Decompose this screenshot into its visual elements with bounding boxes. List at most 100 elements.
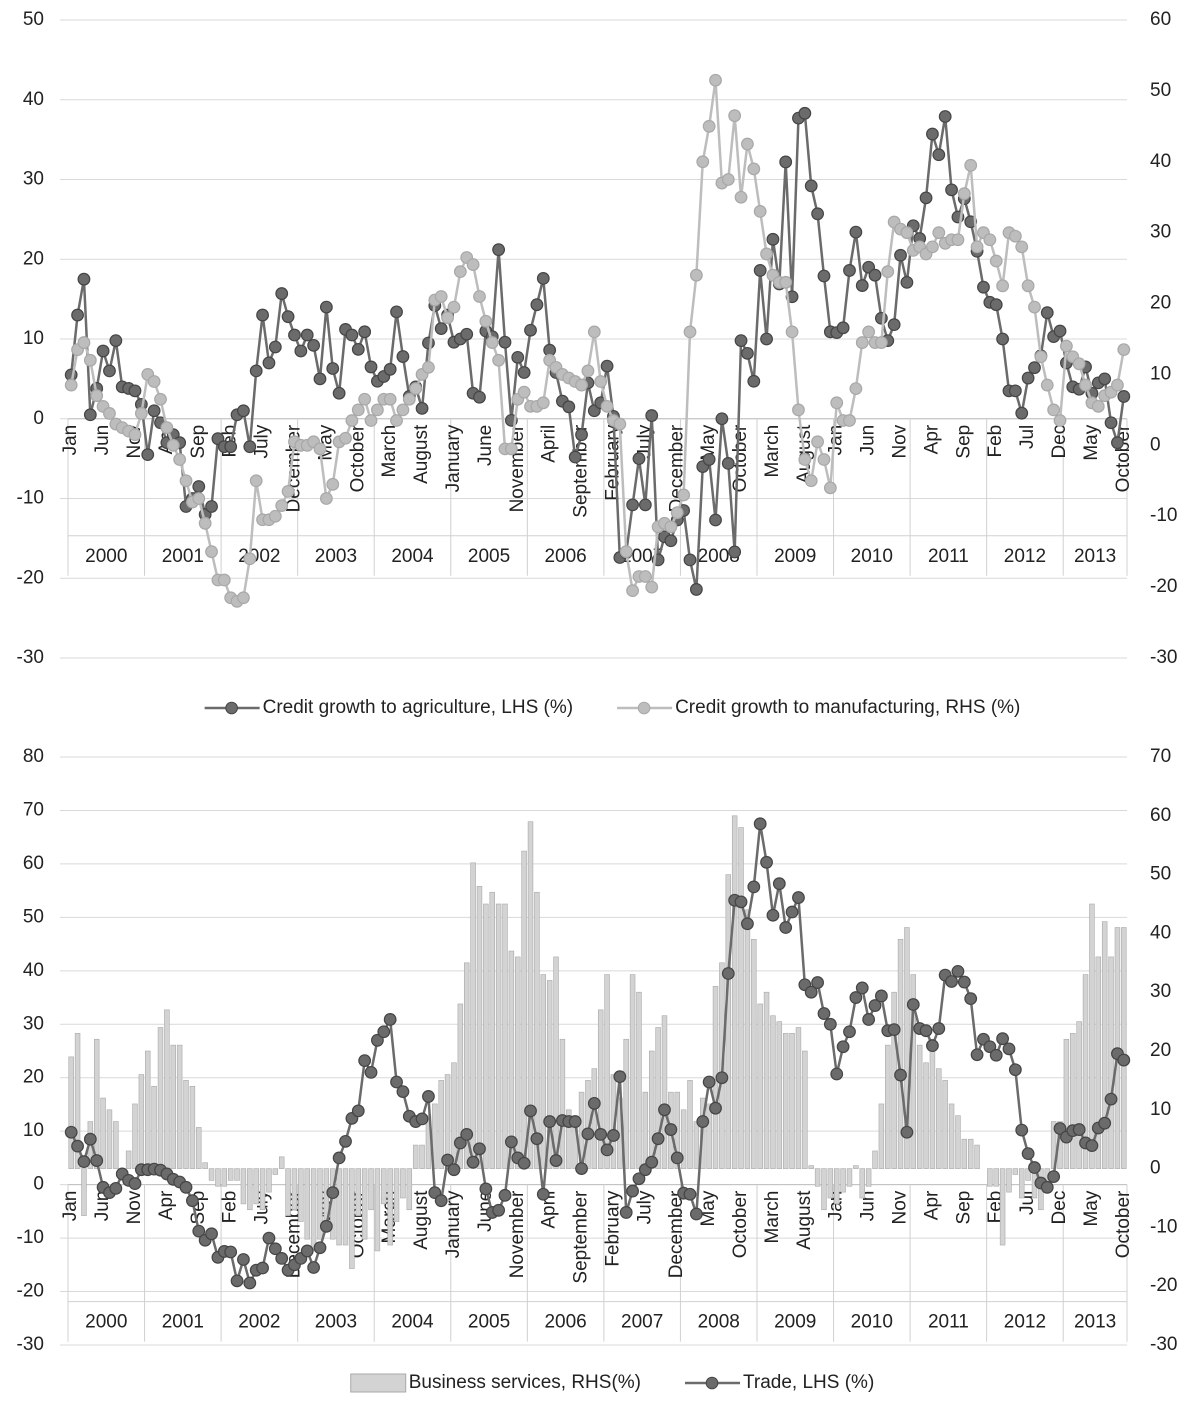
x-tick-label: Sep [188, 425, 209, 459]
point [351, 342, 365, 356]
point [504, 442, 518, 456]
x-tick-label: June [475, 425, 496, 466]
point [524, 1104, 537, 1118]
bar [553, 956, 559, 1169]
point [205, 545, 218, 559]
bar [336, 1168, 342, 1246]
point [1117, 1053, 1131, 1067]
legend-swatch [350, 1373, 407, 1393]
point [926, 1039, 939, 1053]
x-group-label: 2011 [928, 546, 969, 567]
point [874, 336, 888, 349]
y2-tick-label: -30 [1150, 1334, 1177, 1355]
point [224, 440, 238, 454]
point [760, 332, 773, 346]
y2-tick-label: 60 [1150, 805, 1171, 826]
y-tick-label: 40 [23, 89, 44, 110]
point [441, 1153, 454, 1167]
point [128, 1177, 142, 1190]
point [607, 1129, 620, 1142]
legend: Credit growth to agriculture, LHS (%) Cre… [204, 697, 1020, 718]
y-tick-label: -20 [17, 1281, 44, 1302]
point [753, 204, 767, 218]
point [396, 403, 410, 417]
point [1072, 357, 1086, 371]
point [970, 1048, 984, 1062]
point [709, 513, 722, 527]
bar [872, 1150, 878, 1169]
point [224, 1245, 238, 1259]
point [670, 1151, 684, 1165]
bar [706, 1103, 712, 1169]
y2-tick-label: -10 [1150, 1216, 1177, 1237]
x-group-label: 2000 [85, 546, 127, 567]
point [664, 520, 678, 534]
point [262, 1231, 276, 1245]
point [906, 998, 920, 1011]
bar [412, 1144, 419, 1169]
bar [489, 891, 495, 1169]
point [626, 584, 639, 598]
point [109, 1181, 123, 1195]
bar [81, 1168, 87, 1216]
x-group-label: 2006 [544, 546, 586, 567]
point [849, 225, 863, 239]
bar [515, 956, 521, 1169]
point [677, 488, 691, 502]
bar [234, 1168, 240, 1181]
point [1028, 1161, 1041, 1174]
point [887, 1023, 901, 1037]
bar [1121, 927, 1127, 1169]
bar [215, 1168, 221, 1187]
y-tick-label: 10 [23, 1120, 44, 1141]
x-tick-label: August [794, 1190, 815, 1250]
bar [1101, 921, 1108, 1169]
y-tick-label: -30 [17, 1334, 44, 1355]
legend-item: Credit growth to agriculture, LHS (%) [204, 697, 573, 718]
point [77, 1155, 91, 1169]
y-tick-label: 70 [23, 799, 44, 820]
point [90, 389, 104, 403]
bar [642, 1091, 649, 1169]
point [957, 187, 971, 201]
bar [546, 980, 553, 1169]
bar [1108, 956, 1114, 1169]
point [1111, 436, 1124, 450]
point [147, 375, 161, 388]
point [268, 340, 282, 354]
bar [1076, 1021, 1082, 1169]
point [957, 975, 971, 989]
point [256, 308, 269, 322]
point [919, 1024, 933, 1038]
point [466, 1155, 480, 1169]
point [575, 1162, 588, 1175]
x-tick-label: December [666, 1190, 687, 1278]
point [587, 1096, 601, 1110]
point [568, 450, 582, 464]
x-group-label: 2010 [851, 546, 893, 567]
bar [776, 1021, 783, 1169]
bar [993, 1168, 999, 1187]
point [198, 516, 212, 530]
point [926, 240, 939, 254]
point [645, 409, 659, 422]
point [836, 321, 850, 335]
point [926, 127, 939, 141]
bar [278, 1156, 285, 1169]
bar [400, 1168, 406, 1199]
point [1047, 1170, 1061, 1184]
point [1034, 350, 1048, 364]
bar [649, 1050, 655, 1169]
bar [125, 1150, 132, 1169]
legend-marker [225, 701, 238, 715]
point [817, 1007, 831, 1020]
legend-label: Credit growth to agriculture, LHS (%) [263, 697, 573, 718]
point [779, 275, 793, 289]
point [613, 1070, 627, 1084]
x-tick-label: July [634, 1190, 655, 1224]
bar [247, 1168, 253, 1211]
bar [170, 1044, 176, 1169]
bar [483, 903, 489, 1169]
point [804, 179, 818, 193]
